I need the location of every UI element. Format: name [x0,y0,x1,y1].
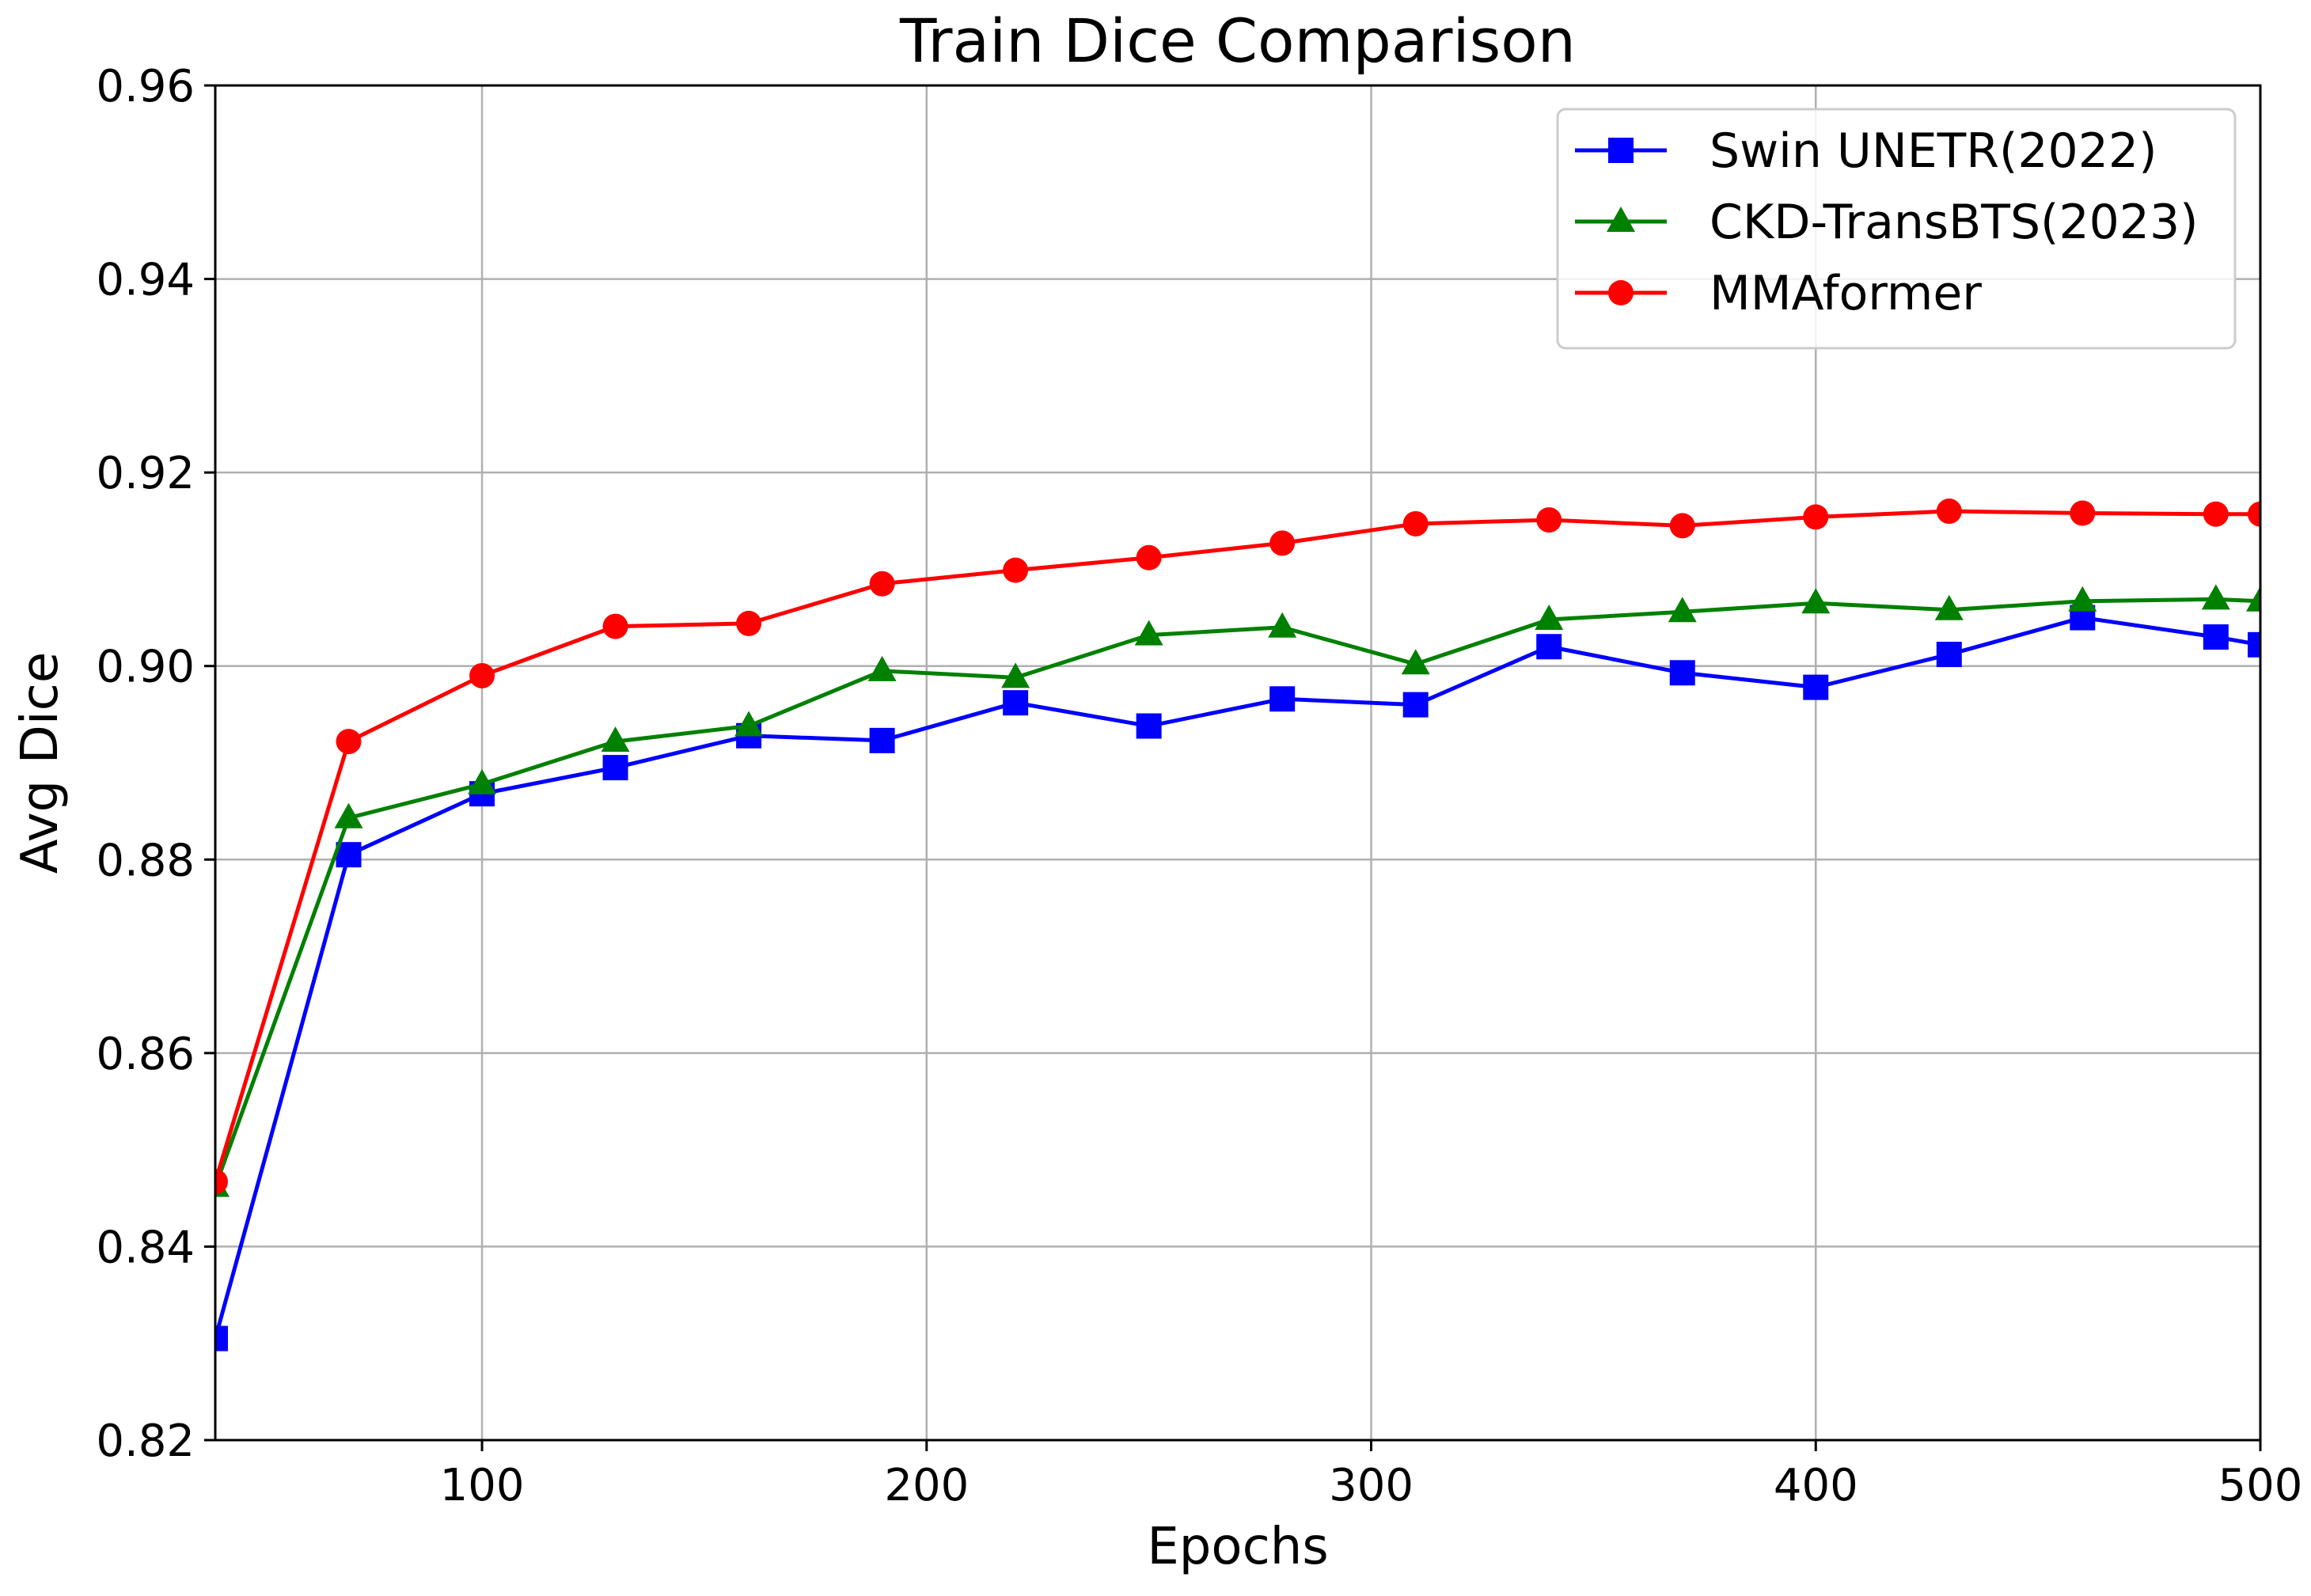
data-point-swin-unetr-2022 [1003,690,1029,716]
data-point-ckd-transbts-2023 [2068,586,2097,612]
series-layer [215,499,2260,1351]
y-axis-label: Avg Dice [11,652,70,874]
x-tick-label: 400 [1774,1460,1858,1511]
legend-label: CKD-TransBTS(2023) [1710,195,2199,250]
series-mmaformer [215,499,2260,1195]
data-point-mmaformer [1269,530,1296,556]
data-point-swin-unetr-2022 [1136,713,1162,739]
data-point-swin-unetr-2022 [1936,642,1962,668]
data-point-mmaformer [1536,507,1562,533]
data-point-mmaformer [869,571,895,597]
data-point-mmaformer [1936,499,1962,525]
x-tick-label: 100 [440,1460,525,1511]
legend-box [1556,108,2237,350]
y-tick-label: 0.88 [96,835,195,886]
data-point-swin-unetr-2022 [2248,631,2260,658]
data-point-mmaformer [602,613,628,639]
data-point-ckd-transbts-2023 [734,711,764,737]
data-point-mmaformer [1402,510,1429,536]
y-tick-label: 0.92 [96,448,195,499]
data-point-swin-unetr-2022 [1269,686,1296,712]
data-point-mmaformer [469,662,495,688]
series-line-swin-unetr-2022 [215,616,2260,1340]
legend-marker-square [1608,138,1634,163]
data-point-ckd-transbts-2023 [867,655,897,681]
legend-item-mmaformer: MMAformer [1575,266,1982,321]
data-point-ckd-transbts-2023 [1401,649,1430,675]
legend-marker-triangle [1607,207,1635,232]
data-point-swin-unetr-2022 [1536,634,1562,660]
data-point-mmaformer [1669,513,1695,539]
legend-marker-circle [1608,280,1634,305]
data-point-ckd-transbts-2023 [1134,620,1163,646]
data-point-ckd-transbts-2023 [334,802,363,828]
data-point-ckd-transbts-2023 [1934,594,1964,620]
data-point-swin-unetr-2022 [1669,660,1695,686]
chart-title: Train Dice Comparison [899,6,1576,76]
series-ckd-transbts-2023 [215,584,2260,1197]
data-point-swin-unetr-2022 [602,755,628,781]
data-point-swin-unetr-2022 [1402,692,1429,718]
data-point-ckd-transbts-2023 [2201,584,2230,610]
y-tick-label: 0.82 [96,1416,195,1467]
x-tick-label: 500 [2218,1460,2303,1511]
legend-item-ckd-transbts-2023: CKD-TransBTS(2023) [1575,195,2199,250]
plot-area-frame [214,84,2262,1442]
data-point-ckd-transbts-2023 [1535,605,1564,631]
x-tick-label: 300 [1329,1460,1414,1511]
data-point-mmaformer [1803,504,1829,530]
data-point-ckd-transbts-2023 [1801,588,1831,614]
data-point-mmaformer [2070,500,2096,526]
data-point-ckd-transbts-2023 [601,726,630,753]
legend-label: MMAformer [1710,266,1982,321]
y-tick-label: 0.86 [96,1029,195,1080]
x-axis: 100 200 300 400 500 [440,1440,2303,1511]
data-point-ckd-transbts-2023 [1001,662,1030,688]
data-point-swin-unetr-2022 [1803,674,1829,700]
data-point-mmaformer [1003,557,1029,583]
data-point-ckd-transbts-2023 [2246,586,2260,612]
data-point-mmaformer [736,610,762,636]
data-point-ckd-transbts-2023 [1668,597,1697,623]
data-point-ckd-transbts-2023 [468,768,497,794]
y-tick-label: 0.84 [96,1222,195,1273]
data-point-ckd-transbts-2023 [1268,612,1297,638]
data-point-mmaformer [336,729,362,755]
data-point-swin-unetr-2022 [2203,624,2229,650]
data-point-mmaformer [1136,544,1162,571]
x-axis-label: Epochs [1147,1518,1328,1576]
legend-item-swin-unetr-2022: Swin UNETR(2022) [1575,123,2157,179]
data-point-mmaformer [2203,501,2229,527]
data-point-swin-unetr-2022 [869,727,895,753]
y-axis: 0.82 0.84 0.86 0.88 0.90 0.92 0.94 0.96 [96,61,215,1467]
y-tick-label: 0.90 [96,642,195,693]
series-line-ckd-transbts-2023 [215,597,2260,1188]
series-swin-unetr-2022 [215,605,2260,1351]
legend: Swin UNETR(2022) CKD-TransBTS(2023) MMAfor… [1556,108,2237,350]
y-tick-label: 0.94 [96,255,195,306]
legend-label: Swin UNETR(2022) [1710,123,2157,179]
data-point-mmaformer [215,1169,228,1195]
x-tick-label: 200 [884,1460,969,1511]
data-point-mmaformer [2248,501,2260,527]
y-tick-label: 0.96 [96,61,195,112]
data-point-swin-unetr-2022 [215,1325,228,1351]
